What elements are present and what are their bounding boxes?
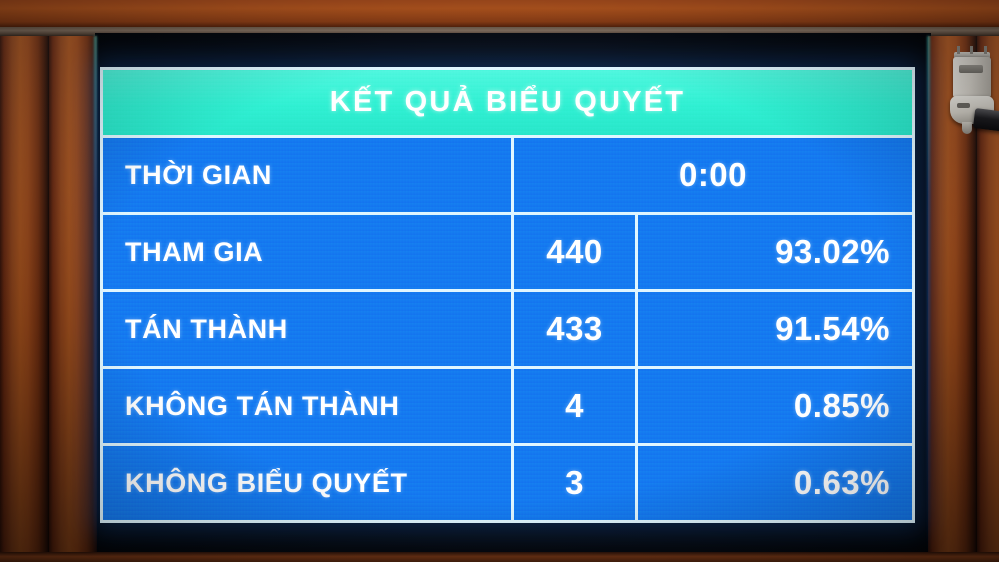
screen-glow-right — [927, 36, 930, 562]
security-camera-icon — [946, 46, 999, 150]
camera-body-slot — [959, 65, 983, 73]
wood-ledge — [0, 27, 999, 37]
row-count-abstain: 3 — [511, 446, 635, 520]
row-count-approve: 433 — [511, 292, 635, 366]
row-label-disapprove: KHÔNG TÁN THÀNH — [125, 390, 400, 421]
board-header-row: KẾT QUẢ BIỂU QUYẾT — [100, 67, 915, 138]
screen-glow-left — [94, 36, 97, 562]
camera-bracket-pin — [984, 46, 987, 54]
row-percent-abstain: 0.63% — [635, 446, 912, 520]
camera-bracket-pin — [957, 46, 960, 54]
camera-bracket-pin — [970, 46, 973, 54]
page-title: KẾT QUẢ BIỂU QUYẾT — [329, 86, 686, 118]
row-count-participated: 440 — [511, 215, 635, 289]
camera-body — [953, 57, 991, 98]
row-label-time: THỜI GIAN — [125, 159, 272, 190]
row-label-participated: THAM GIA — [125, 236, 264, 267]
voting-result-board: KẾT QUẢ BIỂU QUYẾT THỜI GIAN 0:00 THAM G… — [100, 67, 915, 523]
camera-head-marking — [957, 103, 970, 108]
row-percent-disapprove: 0.85% — [635, 369, 912, 443]
row-percent-approve: 91.54% — [635, 292, 912, 366]
camera-lens-barrel — [972, 108, 999, 132]
row-count-disapprove: 4 — [511, 369, 635, 443]
camera-bracket — [954, 46, 990, 59]
wood-top-slat-band — [0, 0, 999, 28]
table-row-participated: THAM GIA 440 93.02% — [100, 215, 915, 292]
table-row-time: THỜI GIAN 0:00 — [100, 138, 915, 215]
row-label-abstain: KHÔNG BIỂU QUYẾT — [125, 467, 408, 498]
wood-bottom-strip — [0, 552, 999, 562]
row-percent-participated: 93.02% — [635, 215, 912, 289]
table-row-abstain: KHÔNG BIỂU QUYẾT 3 0.63% — [100, 446, 915, 523]
camera-mount-drop — [962, 122, 972, 134]
table-row-disapprove: KHÔNG TÁN THÀNH 4 0.85% — [100, 369, 915, 446]
row-label-approve: TÁN THÀNH — [125, 313, 288, 344]
table-row-approve: TÁN THÀNH 433 91.54% — [100, 292, 915, 369]
wood-panel-left — [0, 36, 97, 562]
row-value-time: 0:00 — [511, 138, 912, 212]
